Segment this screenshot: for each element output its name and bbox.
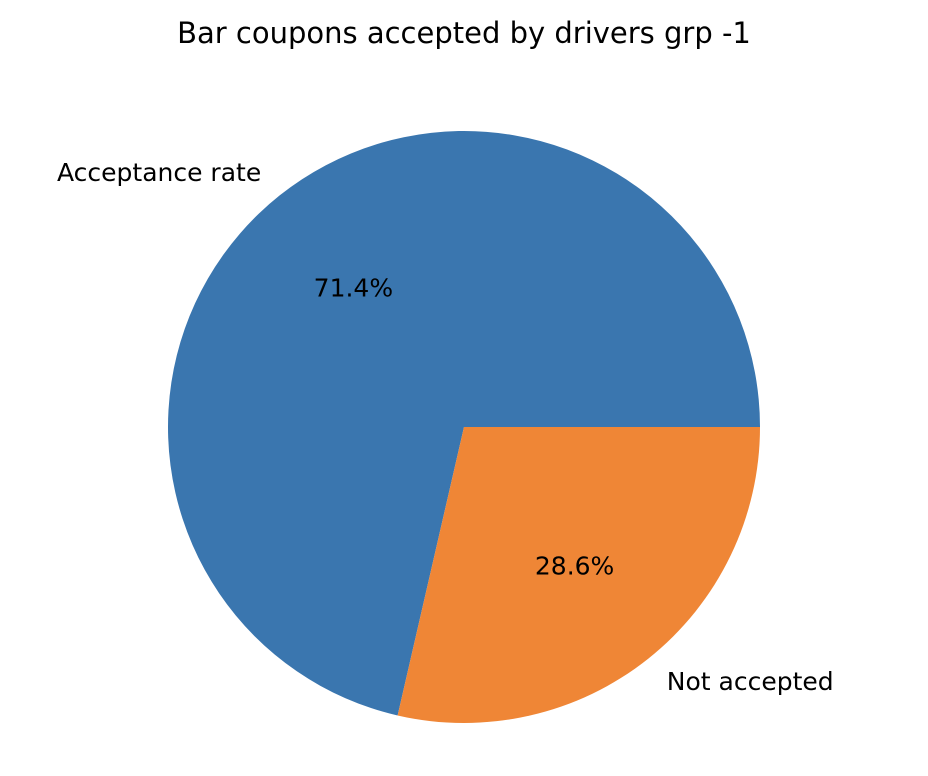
chart-title: Bar coupons accepted by drivers grp -1 bbox=[177, 16, 751, 50]
pie-category-label-1: Acceptance rate bbox=[57, 158, 261, 187]
pie-category-label-2: Not accepted bbox=[667, 667, 834, 696]
pie-slice-2 bbox=[397, 427, 760, 723]
pie-slice-1 bbox=[168, 131, 761, 716]
pie-slices bbox=[168, 131, 761, 723]
pie-labels: 71.4% Acceptance rate 28.6% Not accepted bbox=[57, 158, 834, 696]
pie-pct-label-2: 28.6% bbox=[535, 551, 614, 580]
pie-pct-label-1: 71.4% bbox=[314, 274, 393, 303]
